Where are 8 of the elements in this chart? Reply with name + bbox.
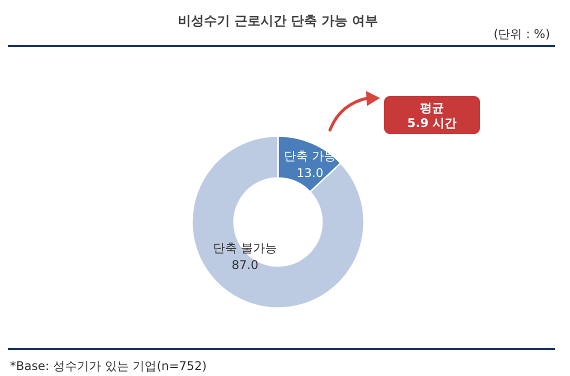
text: (단위 : %) [494, 27, 550, 41]
text: *Base: 성수기가 있는 기업(n=752) [10, 359, 207, 373]
chart-title: 비성수기 근로시간 단축 가능 여부 [178, 14, 378, 29]
donut-slice [191, 135, 365, 309]
text: 평균 5.9 시간 [407, 101, 457, 130]
data-label: 13.0 [296, 166, 324, 180]
data-label: 87.0 [232, 258, 258, 272]
slice-label: 단축 불가능 [213, 241, 277, 255]
